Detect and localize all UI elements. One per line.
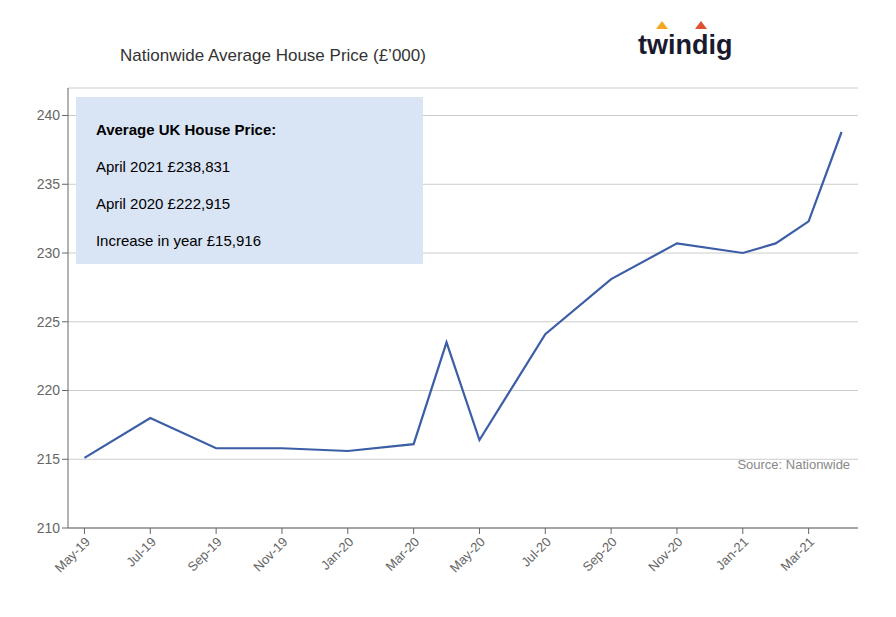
html-text:Source: Nationwide: Source: Nationwide [737, 457, 851, 473]
svg-text:220: 220 [37, 382, 61, 398]
svg-text:235: 235 [37, 176, 61, 192]
svg-text:May-20: May-20 [447, 534, 488, 575]
html-text:April 2020 £222,915: April 2020 £222,915 [95, 194, 231, 212]
svg-text:210: 210 [37, 520, 61, 536]
svg-text:Jul-20: Jul-20 [518, 534, 554, 570]
html-text:Average UK House Price:: Average UK House Price: [95, 120, 277, 138]
html-text:Nationwide Average House Price: Nationwide Average House Price (£’000) [120, 46, 426, 65]
svg-text:Mar-20: Mar-20 [383, 534, 423, 574]
svg-text:May-19: May-19 [52, 534, 93, 575]
svg-text:Jan-20: Jan-20 [318, 534, 357, 573]
html-text:twindig: twindig [638, 30, 733, 60]
svg-text:Mar-21: Mar-21 [778, 534, 818, 574]
svg-text:215: 215 [37, 451, 61, 467]
svg-text:Sep-20: Sep-20 [580, 534, 620, 574]
svg-text:240: 240 [37, 107, 61, 123]
svg-text:Nov-20: Nov-20 [645, 534, 685, 574]
html-text:April 2021 £238,831: April 2021 £238,831 [95, 157, 231, 175]
svg-text:230: 230 [37, 245, 61, 261]
svg-text:Jul-19: Jul-19 [123, 534, 159, 570]
svg-text:Nov-19: Nov-19 [250, 534, 290, 574]
html-text:Increase in year £15,916: Increase in year £15,916 [95, 231, 261, 249]
svg-text:Sep-19: Sep-19 [185, 534, 225, 574]
svg-text:Jan-21: Jan-21 [713, 534, 752, 573]
svg-text:225: 225 [37, 314, 61, 330]
